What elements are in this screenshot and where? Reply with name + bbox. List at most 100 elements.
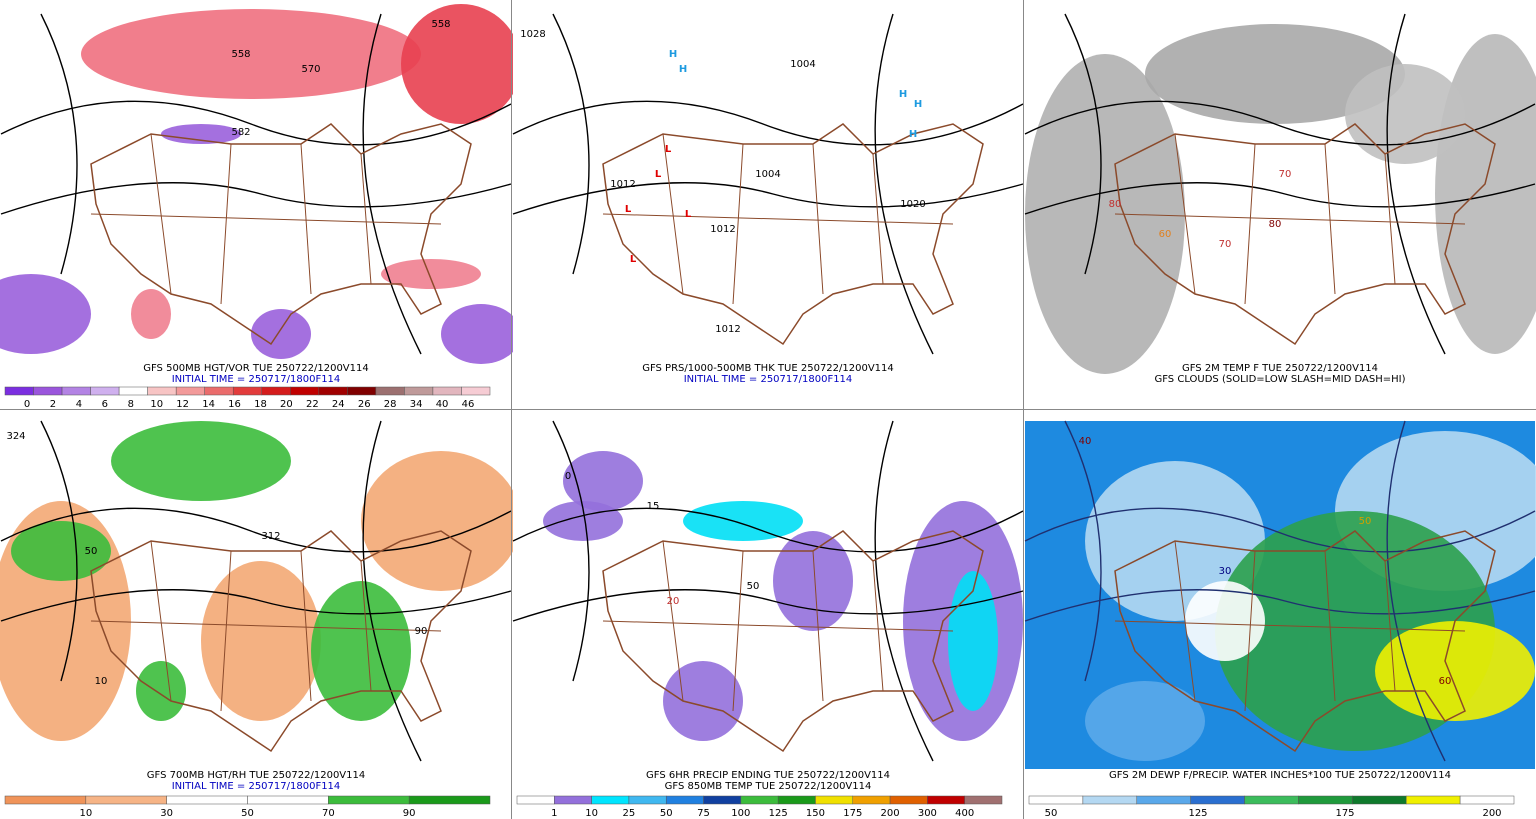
colorbar-label: 12: [176, 399, 189, 410]
colorbar-label: 25: [623, 808, 636, 819]
colorbar-swatch: [4, 386, 34, 396]
state-line: [732, 143, 744, 305]
field-shading: [563, 451, 643, 511]
field-shading: [1145, 24, 1405, 124]
map-label: 60: [1159, 229, 1172, 240]
map-panel: 324 50 90 10 312: [0, 420, 521, 769]
state-line: [732, 550, 744, 712]
map-label: H: [679, 64, 687, 75]
map-label: 60: [1439, 676, 1452, 687]
state-line: [1384, 153, 1396, 285]
field-shading: [311, 581, 411, 721]
country-outline: [1114, 123, 1496, 346]
colorbar-swatch: [554, 795, 592, 805]
country-outline: [90, 123, 472, 346]
colorbar-swatch: [375, 386, 405, 396]
map-label: 10: [95, 676, 108, 687]
colorbar-swatch: [328, 795, 410, 805]
field-shading: [131, 289, 171, 339]
caption: GFS 2M DEWP F/PRECIP. WATER INCHES*100 T…: [1109, 770, 1451, 781]
map-label: 70: [1279, 169, 1292, 180]
map-label: 50: [747, 581, 760, 592]
country-outline: [602, 530, 984, 753]
map-label: 1020: [900, 199, 925, 210]
map-label: 80: [1109, 199, 1122, 210]
state-line: [1174, 540, 1196, 702]
colorbar-swatch: [318, 386, 348, 396]
caption: GFS 850MB TEMP TUE 250722/1200V114: [665, 781, 872, 792]
colorbar-swatch: [777, 795, 816, 805]
state-line: [150, 133, 172, 295]
contour-line: [552, 13, 590, 275]
colorbar-swatch: [927, 795, 965, 805]
contour-line: [40, 13, 78, 275]
colorbar-label: 175: [1335, 808, 1354, 819]
colorbar-swatch: [1352, 795, 1407, 805]
state-line: [1174, 133, 1196, 295]
colorbar-label: 22: [306, 399, 319, 410]
map-label: L: [655, 169, 662, 180]
contour-line: [1024, 589, 1536, 622]
map-label: 1004: [755, 169, 780, 180]
colorbar-label: 2: [50, 399, 56, 410]
colorbar-swatch: [1298, 795, 1353, 805]
colorbar-swatch: [90, 386, 120, 396]
state-line: [662, 133, 684, 295]
map-label: L: [630, 254, 637, 265]
caption: GFS PRS/1000-500MB THK TUE 250722/1200V1…: [642, 363, 894, 374]
state-line: [360, 153, 372, 285]
colorbar-swatch: [347, 386, 377, 396]
colorbar-swatch: [232, 386, 263, 396]
state-line: [602, 620, 954, 632]
colorbar-swatch: [247, 795, 329, 805]
colorbar-swatch: [461, 386, 491, 396]
colorbar-label: 50: [241, 808, 254, 819]
map-panel: 558 570 582 558: [0, 4, 521, 364]
state-line: [1384, 560, 1396, 692]
colorbar-swatch: [85, 795, 167, 805]
map-label: 80: [1269, 219, 1282, 230]
colorbar-label: 70: [322, 808, 335, 819]
colorbar-swatch: [4, 795, 87, 805]
colorbar-swatch: [964, 795, 1003, 805]
colorbar-label: 90: [403, 808, 416, 819]
map-label: 582: [231, 127, 250, 138]
colorbar-swatch: [852, 795, 891, 805]
map-label: H: [669, 49, 677, 60]
colorbar-label: 125: [1188, 808, 1207, 819]
colorbar-label: 200: [1482, 808, 1501, 819]
state-line: [1324, 143, 1336, 295]
state-line: [90, 213, 442, 225]
state-line: [662, 540, 684, 702]
caption: GFS 2M TEMP F TUE 250722/1200V114: [1182, 363, 1378, 374]
colorbar-label: 4: [76, 399, 82, 410]
colorbar-label: 0: [24, 399, 30, 410]
colorbar-swatch: [815, 795, 854, 805]
map-label: 1012: [710, 224, 735, 235]
field-shading: [1185, 581, 1265, 661]
contour-line: [1024, 100, 1536, 146]
state-line: [602, 213, 954, 225]
colorbar-label: 20: [280, 399, 293, 410]
map-label: 558: [431, 19, 450, 30]
field-shading: [81, 9, 421, 99]
colorbar-label: 200: [881, 808, 900, 819]
colorbar-label: 100: [731, 808, 750, 819]
contour-line: [512, 100, 1024, 146]
map-label: 70: [1219, 239, 1232, 250]
colorbar-swatch: [118, 386, 148, 396]
colorbar-swatch: [628, 795, 667, 805]
field-shading: [251, 309, 311, 359]
map-label: 558: [231, 49, 250, 60]
contour-line: [0, 182, 512, 215]
colorbar-swatch: [261, 386, 291, 396]
contour-line: [552, 420, 590, 682]
contour-line: [0, 100, 512, 146]
country-outline: [1114, 530, 1496, 753]
field-shading: [161, 124, 241, 144]
field-shading: [683, 501, 803, 541]
caption: GFS CLOUDS (SOLID=LOW SLASH=MID DASH=HI): [1154, 374, 1405, 385]
map-label: H: [909, 129, 917, 140]
colorbar-label: 46: [462, 399, 475, 410]
